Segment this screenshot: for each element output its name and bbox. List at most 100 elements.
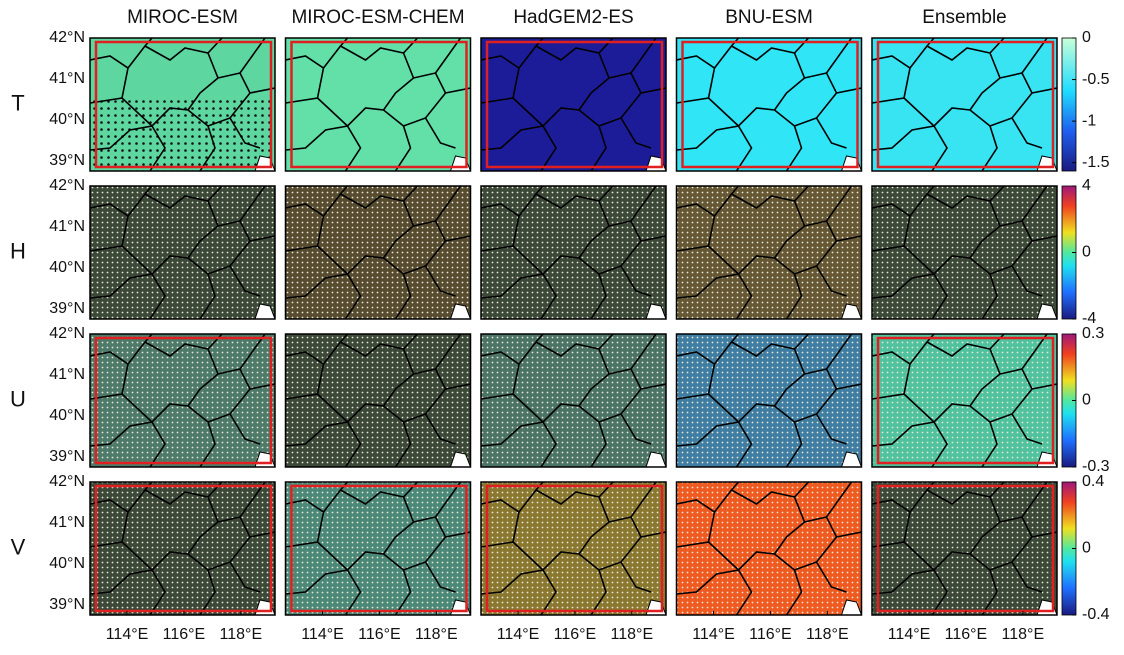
panel-frame <box>871 333 1058 468</box>
lat-label: 42°N <box>49 325 85 342</box>
panel-frame <box>480 481 667 616</box>
lat-label: 40°N <box>49 111 85 128</box>
colorbar-label: -4 <box>1082 310 1096 327</box>
panel-frame <box>675 37 863 172</box>
panel-frame <box>480 37 667 172</box>
map-field <box>676 38 862 171</box>
colorbar-label: -0.3 <box>1082 458 1110 475</box>
panel-frame <box>675 333 863 468</box>
panel-frame <box>871 481 1058 616</box>
column-title: MIROC-ESM-CHEM <box>291 7 464 28</box>
lon-label: 114°E <box>497 626 540 643</box>
column-title: MIROC-ESM <box>127 7 238 28</box>
lon-label: 118°E <box>1002 626 1045 643</box>
colorbar-label: -0.5 <box>1082 71 1110 88</box>
colorbar-label: 4 <box>1082 177 1091 194</box>
lat-label: 42°N <box>49 177 85 194</box>
significance-dots <box>90 482 275 615</box>
colorbar-label: 0 <box>1082 244 1091 261</box>
significance-dots <box>285 334 471 467</box>
lon-label: 118°E <box>415 626 458 643</box>
lat-label: 42°N <box>49 29 85 46</box>
panel-frame <box>89 185 276 320</box>
column-title: Ensemble <box>922 7 1007 28</box>
panel-frame <box>89 333 276 468</box>
significance-dots <box>285 186 471 319</box>
row-label: V <box>11 534 26 559</box>
colorbar <box>1061 37 1077 172</box>
panel-frame <box>284 481 472 616</box>
lon-label: 116°E <box>749 626 792 643</box>
map-field <box>285 38 471 171</box>
panel-frame <box>284 185 472 320</box>
region-frame <box>290 40 468 169</box>
column-title: BNU-ESM <box>725 7 813 28</box>
lat-label: 41°N <box>49 514 85 531</box>
region-frame <box>681 40 859 169</box>
region-frame <box>876 336 1055 465</box>
lon-label: 118°E <box>806 626 849 643</box>
lat-label: 39°N <box>49 300 85 317</box>
map-field <box>872 38 1057 171</box>
significance-dots <box>676 482 862 615</box>
colorbar-label: -1 <box>1082 112 1096 129</box>
region-frame <box>876 40 1055 169</box>
colorbar-label: 0 <box>1082 29 1091 46</box>
lat-label: 40°N <box>49 555 85 572</box>
lon-label: 114°E <box>301 626 344 643</box>
lon-label: 116°E <box>358 626 401 643</box>
lon-label: 116°E <box>163 626 206 643</box>
panel-frame <box>89 37 276 172</box>
lat-label: 40°N <box>49 407 85 424</box>
colorbar-label: 0 <box>1082 540 1091 557</box>
lat-label: 39°N <box>49 448 85 465</box>
lon-label: 118°E <box>611 626 654 643</box>
colorbar-label: -1.5 <box>1082 154 1110 171</box>
colorbar-label: 0.4 <box>1082 473 1104 490</box>
significance-dots <box>676 334 862 467</box>
lon-label: 116°E <box>554 626 597 643</box>
significance-dots <box>285 482 471 615</box>
map-field <box>481 38 666 171</box>
lon-label: 114°E <box>888 626 931 643</box>
row-label: U <box>10 386 26 411</box>
significance-dots <box>872 186 1057 319</box>
lat-label: 40°N <box>49 259 85 276</box>
significance-dots <box>90 186 275 319</box>
significance-dots <box>872 482 1057 615</box>
colorbar-label: 0.3 <box>1082 325 1104 342</box>
region-frame <box>485 40 664 169</box>
lat-label: 41°N <box>49 218 85 235</box>
lon-label: 118°E <box>220 626 263 643</box>
row-label: H <box>10 238 26 263</box>
lat-label: 39°N <box>49 596 85 613</box>
colorbar-label: -0.4 <box>1082 606 1110 623</box>
panel-frame <box>284 333 472 468</box>
panel-frame <box>480 185 667 320</box>
lat-label: 39°N <box>49 152 85 169</box>
significance-dots <box>90 334 275 467</box>
lat-label: 41°N <box>49 70 85 87</box>
significance-dots <box>481 334 666 467</box>
colorbar-label: 0 <box>1082 392 1091 409</box>
panel-frame <box>480 333 667 468</box>
panel-frame <box>675 185 863 320</box>
lon-label: 114°E <box>106 626 149 643</box>
lat-label: 42°N <box>49 473 85 490</box>
column-title: HadGEM2-ES <box>513 7 633 28</box>
significance-dots <box>676 186 862 319</box>
lon-label: 114°E <box>692 626 735 643</box>
significance-dots <box>481 186 666 319</box>
panel-frame <box>284 37 472 172</box>
panel-frame <box>675 481 863 616</box>
significance-dots <box>872 334 1057 467</box>
lat-label: 41°N <box>49 366 85 383</box>
panel-frame <box>871 185 1058 320</box>
significance-dots <box>481 482 666 615</box>
lon-label: 116°E <box>945 626 988 643</box>
panel-frame <box>871 37 1058 172</box>
region-frame <box>94 336 273 465</box>
row-label: T <box>11 90 24 115</box>
region-frame <box>94 40 273 169</box>
